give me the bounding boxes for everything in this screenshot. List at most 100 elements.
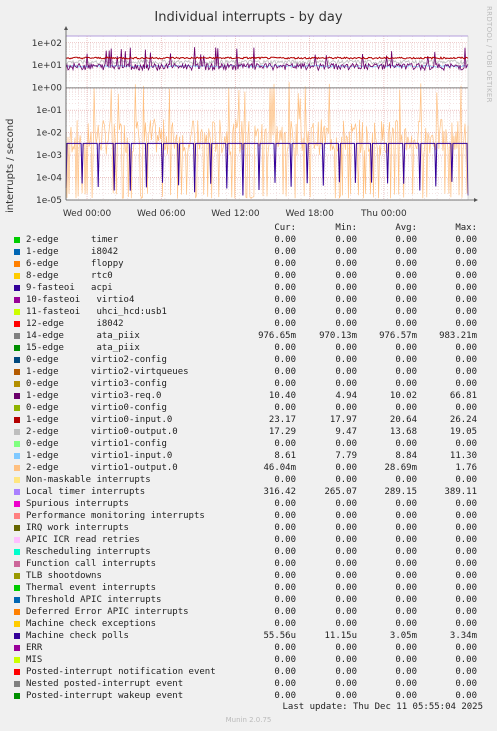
legend-min-value: 0.00 [335, 379, 357, 389]
legend-min-value: 0.00 [335, 295, 357, 305]
legend-row: 2-edge virtio0-output.0 17.29 9.47 13.68 19.… [0, 426, 497, 438]
legend-cur-value: 0.00 [274, 367, 296, 377]
legend-label: Machine check polls [26, 631, 129, 641]
legend-label: Thermal event interrupts [26, 583, 157, 593]
legend-swatch [14, 597, 20, 603]
legend-cur-value: 976.65m [258, 331, 296, 341]
legend-row: MIS 0.00 0.00 0.00 0.00 [0, 654, 497, 666]
legend-avg-value: 289.15 [384, 487, 417, 497]
legend-label: Threshold APIC interrupts [26, 595, 162, 605]
legend-min-value: 0.00 [335, 259, 357, 269]
legend-cur-value: 0.00 [274, 571, 296, 581]
legend-max-value: 0.00 [455, 295, 477, 305]
legend-swatch [14, 237, 20, 243]
legend-swatch [14, 273, 20, 279]
legend-min-value: 0.00 [335, 691, 357, 701]
legend-avg-value: 13.68 [389, 427, 417, 437]
legend-avg-value: 0.00 [395, 379, 417, 389]
legend-label: Performance monitoring interrupts [26, 511, 205, 521]
legend-swatch [14, 297, 20, 303]
legend-avg-value: 0.00 [395, 583, 417, 593]
col-cur-header: Cur: [274, 223, 296, 233]
legend-row: Local timer interrupts 316.42 265.07 289.15… [0, 486, 497, 498]
legend-row: 6-edge floppy 0.00 0.00 0.00 0.00 [0, 258, 497, 270]
legend-avg-value: 8.84 [395, 451, 417, 461]
series-machine-check-polls [65, 142, 469, 196]
legend-cur-value: 0.00 [274, 523, 296, 533]
legend-cur-value: 0.00 [274, 235, 296, 245]
x-tick-label: Wed 12:00 [211, 209, 260, 219]
legend-row: 0-edge virtio0-config 0.00 0.00 0.00 0.00 [0, 402, 497, 414]
legend-avg-value: 0.00 [395, 295, 417, 305]
legend-avg-value: 0.00 [395, 319, 417, 329]
legend-min-value: 0.00 [335, 571, 357, 581]
chart-title: Individual interrupts - by day [154, 10, 343, 25]
legend-label: 14-edge ata_piix [26, 331, 140, 341]
legend-row: Thermal event interrupts 0.00 0.00 0.00 0.00 [0, 582, 497, 594]
y-tick-label: 1e+02 [32, 39, 62, 49]
legend-swatch [14, 573, 20, 579]
legend-max-value: 389.11 [444, 487, 477, 497]
legend-min-value: 0.00 [335, 463, 357, 473]
legend-max-value: 0.00 [455, 619, 477, 629]
legend-min-value: 0.00 [335, 355, 357, 365]
legend-cur-value: 0.00 [274, 439, 296, 449]
legend-min-value: 0.00 [335, 247, 357, 257]
legend-max-value: 0.00 [455, 403, 477, 413]
legend-label: 11-fasteoi uhci_hcd:usb1 [26, 307, 167, 317]
legend-avg-value: 976.57m [379, 331, 417, 341]
legend-max-value: 0.00 [455, 511, 477, 521]
legend-max-value: 0.00 [455, 535, 477, 545]
legend-avg-value: 0.00 [395, 511, 417, 521]
legend-swatch [14, 321, 20, 327]
legend-max-value: 0.00 [455, 607, 477, 617]
legend-max-value: 0.00 [455, 367, 477, 377]
legend-max-value: 0.00 [455, 655, 477, 665]
legend-avg-value: 0.00 [395, 355, 417, 365]
legend-label: Function call interrupts [26, 559, 157, 569]
legend-label: ERR [26, 643, 43, 653]
legend-min-value: 0.00 [335, 535, 357, 545]
legend-row: ERR 0.00 0.00 0.00 0.00 [0, 642, 497, 654]
legend-row: Machine check exceptions 0.00 0.00 0.00 0.00 [0, 618, 497, 630]
legend-min-value: 0.00 [335, 439, 357, 449]
legend-avg-value: 0.00 [395, 439, 417, 449]
legend-cur-value: 0.00 [274, 595, 296, 605]
legend-avg-value: 0.00 [395, 367, 417, 377]
legend-avg-value: 0.00 [395, 283, 417, 293]
legend-min-value: 0.00 [335, 607, 357, 617]
legend-cur-value: 0.00 [274, 355, 296, 365]
legend-swatch [14, 693, 20, 699]
legend-avg-value: 0.00 [395, 535, 417, 545]
y-tick-label: 1e-02 [36, 129, 62, 139]
legend-avg-value: 0.00 [395, 607, 417, 617]
legend-min-value: 0.00 [335, 403, 357, 413]
legend-min-value: 0.00 [335, 307, 357, 317]
legend-cur-value: 0.00 [274, 511, 296, 521]
legend-swatch [14, 369, 20, 375]
legend-row: 14-edge ata_piix 976.65m 970.13m 976.57m 983… [0, 330, 497, 342]
legend-swatch [14, 609, 20, 615]
legend-cur-value: 0.00 [274, 679, 296, 689]
legend-max-value: 0.00 [455, 247, 477, 257]
legend-max-value: 0.00 [455, 679, 477, 689]
legend-avg-value: 0.00 [395, 499, 417, 509]
legend-swatch [14, 417, 20, 423]
legend-avg-value: 0.00 [395, 595, 417, 605]
legend-label: Rescheduling interrupts [26, 547, 151, 557]
legend-label: 9-fasteoi acpi [26, 283, 113, 293]
legend-avg-value: 0.00 [395, 343, 417, 353]
legend-row: Function call interrupts 0.00 0.00 0.00 0.00 [0, 558, 497, 570]
legend-max-value: 0.00 [455, 583, 477, 593]
y-tick-label: 1e+00 [32, 84, 63, 94]
legend-label: 12-edge i8042 [26, 319, 124, 329]
legend-row: 10-fasteoi virtio4 0.00 0.00 0.00 0.00 [0, 294, 497, 306]
legend-min-value: 0.00 [335, 583, 357, 593]
legend-max-value: 0.00 [455, 571, 477, 581]
legend-row: 9-fasteoi acpi 0.00 0.00 0.00 0.00 [0, 282, 497, 294]
y-tick-label: 1e-03 [36, 151, 62, 161]
legend-min-value: 0.00 [335, 643, 357, 653]
legend-label: 8-edge rtc0 [26, 271, 113, 281]
legend-swatch [14, 513, 20, 519]
